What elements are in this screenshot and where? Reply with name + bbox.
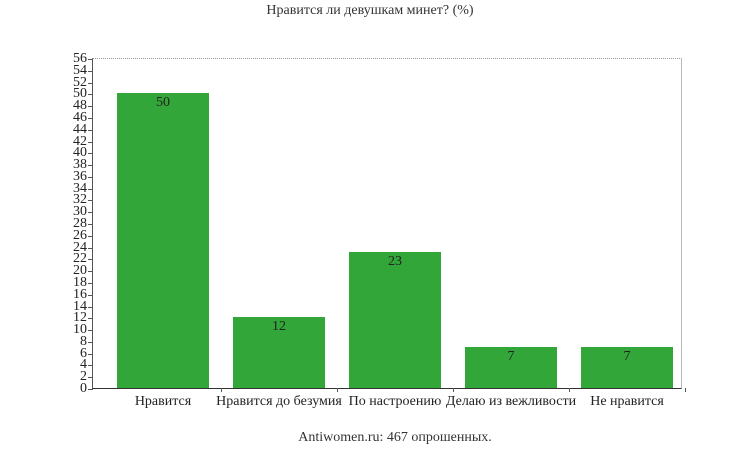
bar-value-label: 12: [272, 319, 286, 335]
y-tick-mark: [88, 389, 93, 390]
chart-title: Нравится ли девушкам минет? (%): [266, 3, 474, 18]
y-tick-mark: [88, 318, 93, 320]
y-tick-mark: [88, 365, 93, 367]
bar: 23: [349, 252, 441, 388]
y-tick-label: 54: [73, 62, 87, 78]
y-tick-mark: [88, 153, 93, 155]
y-tick-label: 14: [73, 298, 87, 314]
y-tick-mark: [88, 141, 93, 143]
y-tick-label: 32: [73, 192, 87, 208]
y-tick-label: 42: [73, 133, 87, 149]
y-tick-mark: [88, 247, 93, 249]
bar-value-label: 7: [623, 348, 631, 364]
y-tick-label: 30: [73, 204, 87, 220]
y-tick-label: 2: [80, 369, 87, 385]
y-tick-label: 36: [73, 168, 87, 184]
y-tick-mark: [88, 176, 93, 178]
bar: 12: [233, 317, 325, 388]
y-tick-mark: [88, 82, 93, 84]
y-tick-mark: [88, 94, 93, 96]
bar-value-label: 23: [388, 254, 402, 270]
y-tick-label: 16: [73, 286, 87, 302]
y-tick-mark: [88, 330, 93, 332]
y-tick-label: 18: [73, 274, 87, 290]
y-tick-mark: [88, 117, 93, 119]
chart-footer: Antiwomen.ru: 467 опрошенных.: [298, 430, 492, 445]
y-tick-mark: [88, 341, 93, 343]
y-tick-label: 24: [73, 239, 87, 255]
y-tick-mark: [88, 353, 93, 355]
y-tick-label: 28: [73, 216, 87, 231]
x-tick-mark: [337, 388, 338, 392]
y-tick-label: 20: [73, 263, 87, 279]
x-tick-label: Нравится до безумия: [216, 394, 342, 409]
y-tick-mark: [88, 212, 93, 214]
x-tick-label: Делаю из вежливости: [445, 394, 577, 409]
y-tick-mark: [88, 188, 93, 190]
bar: 7: [465, 346, 557, 388]
y-tick-label: 6: [80, 345, 87, 361]
y-tick-label: 12: [73, 310, 87, 326]
y-tick-mark: [88, 70, 93, 72]
x-tick-label: Нравится: [134, 394, 192, 409]
y-tick-mark: [88, 224, 93, 225]
y-tick-label: 0: [80, 381, 87, 396]
y-tick-label: 26: [73, 227, 87, 243]
bar: 7: [581, 346, 673, 388]
y-tick-label: 38: [73, 157, 87, 173]
y-tick-mark: [88, 377, 93, 379]
y-tick-label: 34: [73, 180, 87, 196]
y-tick-label: 10: [73, 322, 87, 338]
y-tick-label: 8: [80, 333, 87, 349]
y-tick-mark: [88, 271, 93, 273]
plot-area: 0 2 4 6 8 10 12 14 16 18 20 22 24 26 28 30 32 34 36 38 40 42 4…: [73, 52, 686, 409]
y-tick-mark: [88, 165, 93, 167]
y-tick-label: 4: [80, 357, 87, 373]
bar-value-label: 7: [507, 348, 515, 364]
y-tick-label: 52: [73, 74, 87, 90]
y-tick-mark: [88, 306, 93, 308]
y-tick-mark: [88, 282, 93, 284]
y-tick-label: 50: [73, 86, 87, 102]
x-tick-mark: [453, 388, 454, 392]
y-tick-mark: [88, 294, 93, 296]
x-tick-mark: [685, 388, 686, 392]
bar: 50: [117, 93, 209, 388]
y-tick-mark: [88, 235, 93, 237]
y-tick-label: 44: [73, 121, 87, 137]
y-tick-mark: [88, 200, 93, 202]
y-tick-label: 40: [73, 145, 87, 161]
y-tick-label: 22: [73, 251, 87, 267]
x-tick-label: По настроению: [348, 394, 442, 409]
y-tick-mark: [88, 59, 93, 60]
y-tick-mark: [88, 259, 93, 261]
x-tick-mark: [221, 388, 222, 392]
y-tick-label: 48: [73, 98, 87, 114]
x-tick-label: Не нравится: [590, 394, 664, 409]
y-tick-mark: [88, 106, 93, 108]
bar-value-label: 50: [156, 95, 170, 111]
y-tick-label: 56: [73, 51, 87, 66]
y-tick-mark: [88, 129, 93, 131]
x-tick-mark: [569, 388, 570, 392]
y-tick-label: 46: [73, 109, 87, 125]
